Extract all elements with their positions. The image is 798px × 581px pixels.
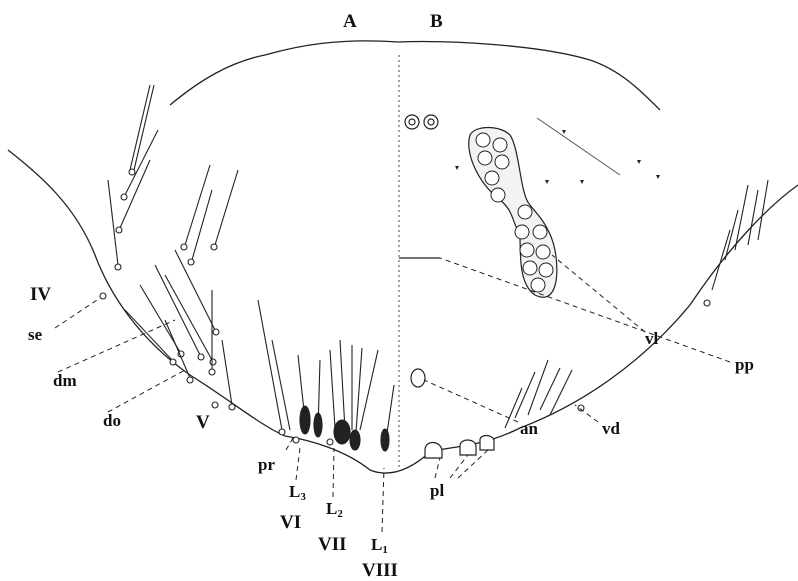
label-panel-b: B [430, 11, 443, 32]
label-segment-v: V [196, 412, 210, 433]
plates [424, 434, 495, 459]
label-l2: L2 [326, 499, 343, 520]
label-l3: L3 [289, 482, 306, 503]
label-pl: pl [430, 481, 445, 500]
label-pp: pp [735, 355, 754, 374]
label-l1: L1 [371, 535, 388, 556]
label-vl: vl [645, 329, 659, 348]
label-segment-viii: VIII [362, 560, 398, 581]
setae-left [99, 84, 395, 452]
pores [404, 114, 439, 130]
label-panel-a: A [343, 11, 357, 32]
label-segment-iv: IV [30, 284, 52, 305]
label-se: se [28, 325, 43, 344]
anal-pore [410, 368, 426, 388]
label-do: do [103, 411, 121, 430]
label-segment-vii: VII [318, 534, 347, 555]
right-setae [504, 179, 769, 429]
dots [455, 130, 660, 184]
label-vd: vd [602, 419, 620, 438]
body-outline [7, 40, 798, 474]
label-segment-vi: VI [280, 512, 302, 533]
leader-lines [54, 254, 731, 533]
label-pr: pr [258, 455, 275, 474]
label-dm: dm [53, 371, 77, 390]
label-an: an [520, 419, 538, 438]
inner-lines [536, 117, 621, 176]
pseudopore-rosettes [475, 132, 554, 293]
